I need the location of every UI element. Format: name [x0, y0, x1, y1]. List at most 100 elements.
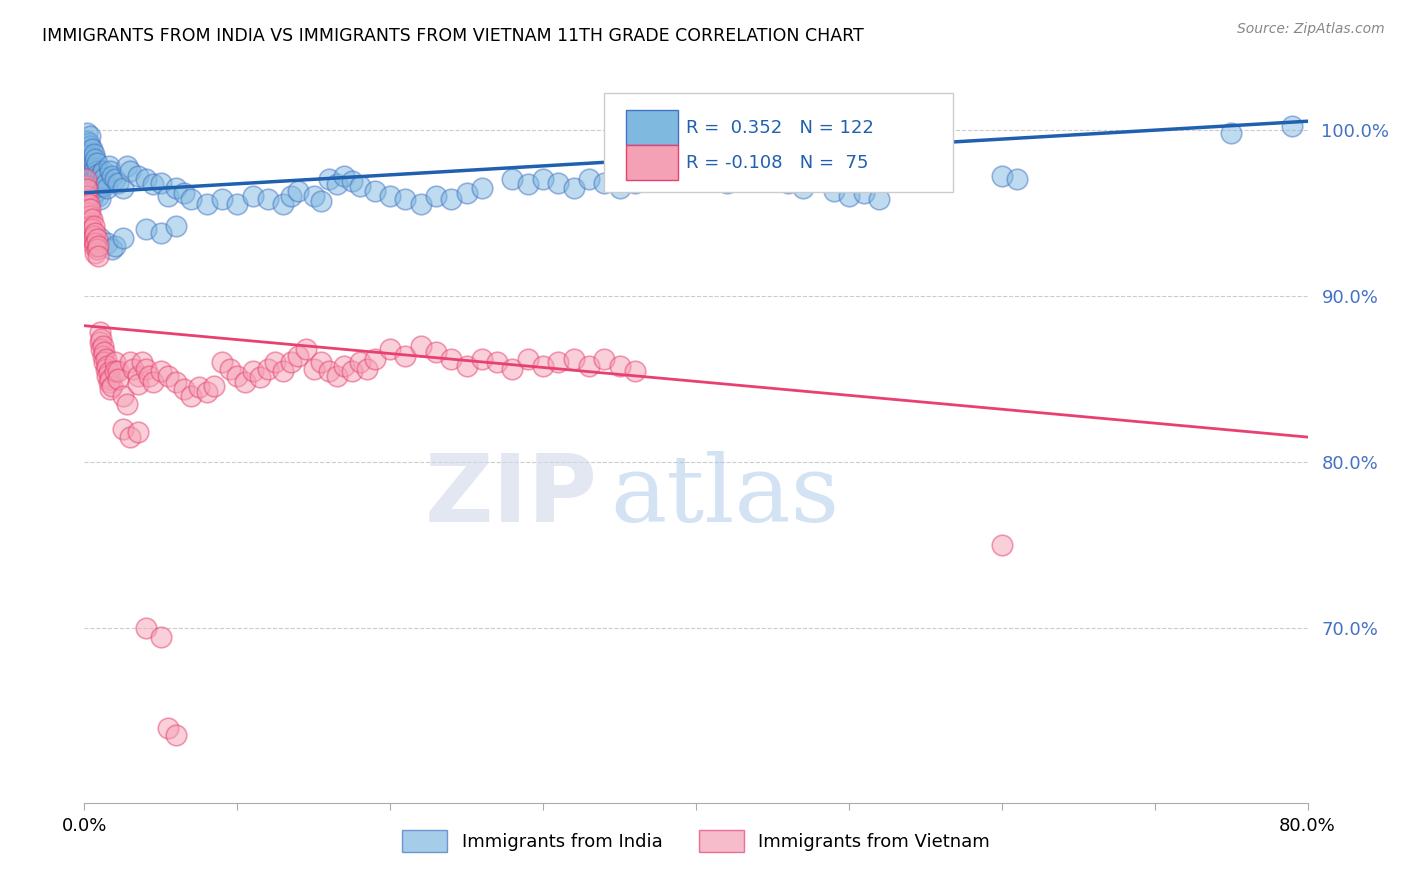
Point	[107, 363, 129, 377]
Point	[111, 180, 134, 194]
Point	[76, 192, 98, 206]
Point	[311, 194, 333, 208]
Point	[84, 226, 107, 240]
Point	[107, 372, 129, 386]
Point	[249, 370, 271, 384]
Point	[94, 176, 117, 190]
Point	[83, 239, 105, 253]
Text: IMMIGRANTS FROM INDIA VS IMMIGRANTS FROM VIETNAM 11TH GRADE CORRELATION CHART: IMMIGRANTS FROM INDIA VS IMMIGRANTS FROM…	[42, 27, 863, 45]
Point	[562, 180, 585, 194]
Point	[131, 355, 153, 369]
Point	[76, 159, 98, 173]
Point	[111, 230, 134, 244]
Point	[84, 153, 107, 167]
Point	[115, 397, 138, 411]
Point	[75, 155, 97, 169]
Point	[471, 351, 494, 366]
Point	[440, 351, 463, 366]
Point	[94, 351, 117, 366]
Point	[115, 159, 138, 173]
Point	[325, 178, 347, 192]
Point	[83, 176, 105, 190]
Point	[77, 184, 100, 198]
Point	[122, 362, 145, 376]
Point	[104, 172, 127, 186]
Point	[211, 355, 233, 369]
Point	[96, 359, 118, 373]
Point	[80, 151, 103, 165]
Point	[157, 189, 180, 203]
Point	[333, 359, 356, 373]
Point	[409, 338, 432, 352]
Point	[165, 180, 187, 194]
Point	[79, 155, 101, 169]
Point	[75, 176, 97, 190]
Point	[120, 164, 142, 178]
Point	[716, 176, 738, 190]
Point	[211, 192, 233, 206]
Point	[547, 355, 569, 369]
Point	[80, 180, 103, 194]
Point	[226, 197, 249, 211]
Point	[75, 214, 97, 228]
Point	[364, 184, 387, 198]
Point	[87, 249, 110, 263]
Point	[295, 342, 318, 356]
Point	[333, 169, 356, 183]
Point	[84, 169, 107, 183]
Text: R =  0.352   N = 122: R = 0.352 N = 122	[686, 119, 875, 136]
Point	[502, 172, 524, 186]
Point	[77, 164, 100, 178]
Point	[90, 342, 112, 356]
Point	[75, 199, 97, 213]
Point	[87, 168, 110, 182]
Point	[75, 179, 97, 194]
Point	[685, 169, 707, 183]
Point	[149, 363, 172, 377]
Point	[173, 382, 195, 396]
Point	[83, 172, 105, 186]
Point	[135, 172, 157, 186]
Point	[86, 242, 108, 256]
Point	[471, 180, 494, 194]
Point	[86, 155, 108, 169]
Point	[76, 182, 98, 196]
Point	[98, 372, 121, 386]
Point	[83, 219, 105, 233]
Point	[76, 219, 98, 233]
Point	[149, 630, 172, 644]
Point	[547, 176, 569, 190]
Point	[394, 192, 416, 206]
Point	[98, 382, 121, 396]
Point	[180, 388, 202, 402]
Point	[111, 388, 134, 402]
Point	[127, 376, 149, 391]
Point	[838, 189, 860, 203]
Point	[87, 189, 110, 203]
Point	[77, 222, 100, 236]
Point	[86, 164, 108, 178]
FancyBboxPatch shape	[605, 94, 953, 192]
Point	[271, 363, 294, 377]
Legend: Immigrants from India, Immigrants from Vietnam: Immigrants from India, Immigrants from V…	[395, 823, 997, 860]
Point	[180, 192, 202, 206]
Point	[202, 378, 225, 392]
Point	[380, 189, 402, 203]
Point	[104, 355, 127, 369]
Point	[79, 228, 101, 243]
Point	[609, 180, 631, 194]
Point	[127, 425, 149, 439]
Point	[280, 355, 302, 369]
Point	[991, 538, 1014, 552]
Point	[409, 197, 432, 211]
Point	[531, 359, 554, 373]
Point	[747, 172, 769, 186]
Point	[76, 195, 98, 210]
Point	[75, 222, 97, 236]
Point	[188, 380, 211, 394]
Point	[349, 355, 371, 369]
Point	[97, 365, 120, 379]
Point	[311, 355, 333, 369]
Point	[127, 169, 149, 183]
Point	[531, 172, 554, 186]
